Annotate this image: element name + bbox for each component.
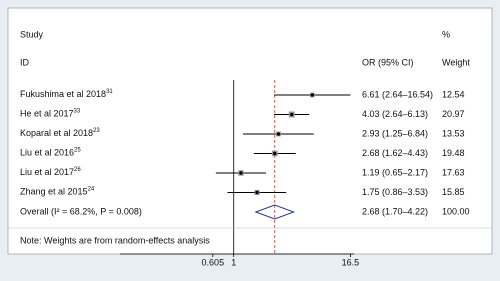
x-tick-label: 0.605 xyxy=(202,257,225,267)
study-ref: 26 xyxy=(74,167,81,173)
header-weight: Weight xyxy=(442,57,470,67)
x-tick-label: 1 xyxy=(231,257,236,267)
weight-label: 17.63 xyxy=(442,167,465,177)
study-label: Liu et al 201726 xyxy=(20,167,81,178)
or-label: 4.03 (2.64–6.13) xyxy=(362,109,428,119)
study-ref: 31 xyxy=(106,89,113,95)
point-estimate xyxy=(276,132,281,136)
study-label: He et al 201733 xyxy=(20,108,81,119)
point-estimate xyxy=(255,190,259,195)
point-estimate xyxy=(310,93,315,97)
study-name: Liu et al 2016 xyxy=(20,148,74,158)
study-label: Fukushima et al 201831 xyxy=(20,89,113,100)
study-label: Koparal et al 201823 xyxy=(20,128,100,139)
or-label: 2.93 (1.25–6.84) xyxy=(362,128,428,138)
point-estimate xyxy=(290,112,294,117)
study-name: Koparal et al 2018 xyxy=(20,128,93,138)
study-name: Fukushima et al 2018 xyxy=(20,89,106,99)
study-name: Zhang et al 2015 xyxy=(20,187,88,197)
study-ref: 24 xyxy=(88,186,95,192)
point-estimate xyxy=(239,171,243,175)
or-label: 1.75 (0.86–3.53) xyxy=(362,187,428,197)
weight-label: 20.97 xyxy=(442,109,465,119)
study-label: Liu et al 201625 xyxy=(20,147,81,158)
x-tick-label: 16.5 xyxy=(342,257,360,267)
header-pct: % xyxy=(442,29,450,39)
header-id: ID xyxy=(20,57,30,67)
header-ci: OR (95% CI) xyxy=(362,57,414,67)
weight-label: 15.85 xyxy=(442,187,465,197)
study-ref: 33 xyxy=(74,108,81,114)
plot-frame xyxy=(7,7,493,255)
study-name: Liu et al 2017 xyxy=(20,167,74,177)
study-name: He et al 2017 xyxy=(20,109,74,119)
note: Note: Weights are from random-effects an… xyxy=(20,235,210,245)
weight-label: 19.48 xyxy=(442,148,465,158)
or-label: 6.61 (2.64–16.54) xyxy=(362,89,433,99)
study-ref: 23 xyxy=(93,128,100,134)
point-estimate xyxy=(273,151,277,156)
weight-label: 13.53 xyxy=(442,128,465,138)
or-label: 2.68 (1.62–4.43) xyxy=(362,148,428,158)
or-label: 2.68 (1.70–4.22) xyxy=(362,206,428,216)
weight-label: 12.54 xyxy=(442,89,465,99)
study-label: Zhang et al 201524 xyxy=(20,186,95,197)
header-study: Study xyxy=(20,29,44,39)
study-ref: 25 xyxy=(74,147,81,153)
overall-diamond xyxy=(254,204,296,220)
weight-label: 100.00 xyxy=(442,206,470,216)
overall-label: Overall (I² = 68.2%, P = 0.008) xyxy=(20,206,142,216)
or-label: 1.19 (0.65–2.17) xyxy=(362,167,428,177)
